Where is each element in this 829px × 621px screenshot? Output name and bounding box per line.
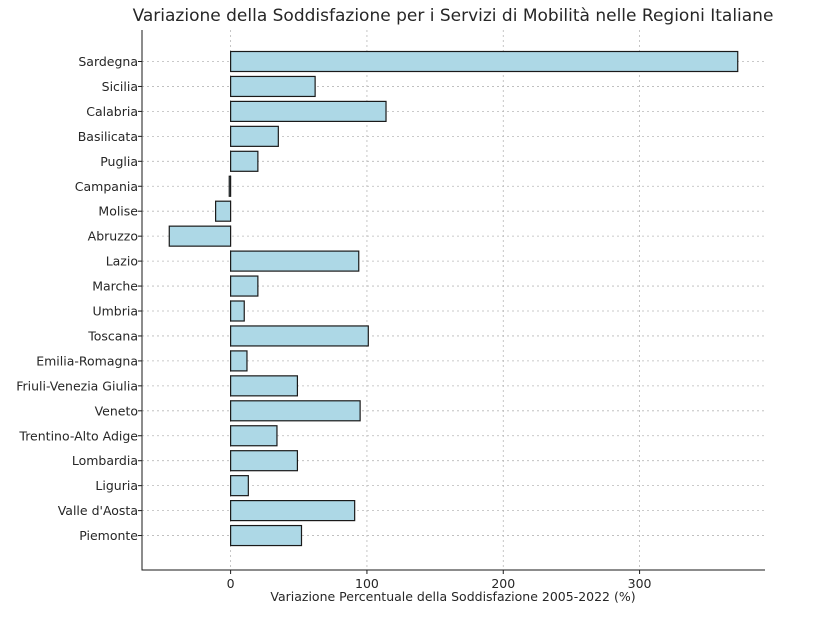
category-label: Lazio — [106, 254, 138, 269]
x-tick-label: 100 — [355, 576, 379, 591]
x-axis-label: Variazione Percentuale della Soddisfazio… — [270, 589, 635, 604]
bar-basilicata — [230, 125, 279, 147]
bars — [138, 50, 739, 547]
category-label: Toscana — [87, 328, 138, 343]
category-label: Friuli-Venezia Giulia — [16, 378, 138, 393]
category-label: Campania — [75, 179, 138, 194]
bar-marche — [230, 275, 259, 297]
chart-title: Variazione della Soddisfazione per i Ser… — [133, 6, 774, 26]
category-label: Puglia — [100, 154, 138, 169]
bar-trentino-alto-adige — [230, 425, 278, 447]
bar-toscana — [230, 325, 369, 347]
bar-emilia-romagna — [230, 350, 248, 372]
bar-campania — [228, 175, 232, 197]
category-label: Emilia-Romagna — [36, 353, 138, 368]
x-tick-label: 300 — [628, 576, 652, 591]
bar-molise — [215, 200, 232, 222]
bar-umbria — [230, 300, 245, 322]
bar-puglia — [230, 150, 259, 172]
bar-sardegna — [230, 50, 739, 73]
x-tick-label: 200 — [491, 576, 515, 591]
category-label: Piemonte — [79, 528, 138, 543]
x-tick-label: 0 — [227, 576, 235, 591]
category-label: Sicilia — [102, 79, 138, 94]
bar-sicilia — [230, 75, 316, 98]
category-label: Lombardia — [72, 453, 138, 468]
bar-calabria — [230, 100, 387, 123]
category-label: Abruzzo — [88, 229, 138, 244]
category-label: Molise — [98, 204, 138, 219]
category-label: Umbria — [92, 304, 138, 319]
bar-lombardia — [230, 450, 299, 472]
category-label: Liguria — [95, 478, 138, 493]
bar-friuli-venezia-giulia — [230, 375, 299, 397]
category-label: Veneto — [95, 403, 138, 418]
axis-spines — [141, 30, 765, 571]
bar-veneto — [230, 400, 361, 422]
category-label: Marche — [92, 279, 138, 294]
bar-lazio — [230, 250, 360, 272]
bar-valle-d-aosta — [230, 500, 356, 522]
category-label: Trentino-Alto Adige — [18, 428, 138, 443]
bar-abruzzo — [168, 225, 232, 247]
bar-liguria — [230, 475, 249, 497]
category-label: Basilicata — [78, 129, 138, 144]
category-label: Sardegna — [78, 54, 138, 69]
category-label: Valle d'Aosta — [58, 503, 138, 518]
bar-piemonte — [230, 524, 303, 547]
category-labels: Sardegna Sicilia Calabria Basilicata Puglia C… — [16, 54, 138, 543]
x-tick-labels: 0 100 200 300 — [227, 570, 652, 591]
category-label: Calabria — [86, 104, 138, 119]
